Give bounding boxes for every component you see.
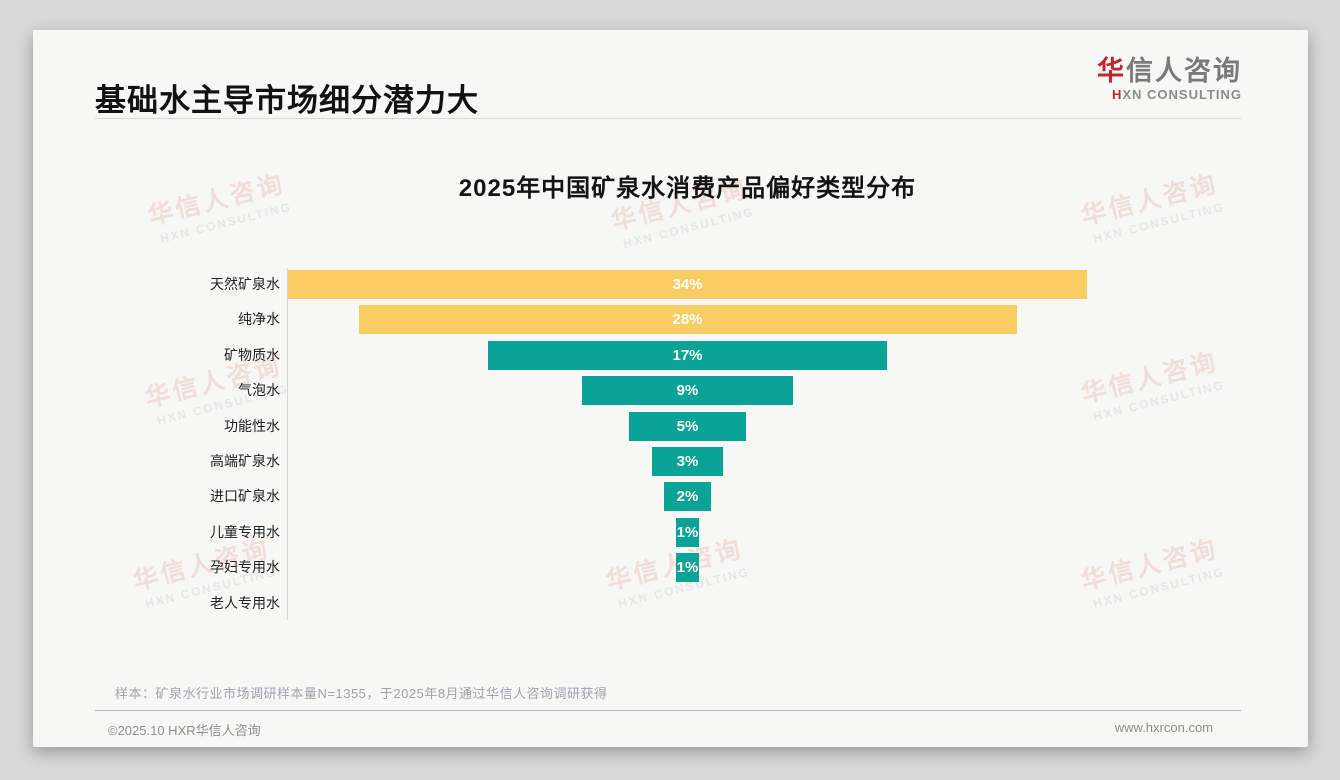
watermark-en: HXN CONSULTING [158, 199, 294, 246]
funnel-bar: 17% [487, 340, 888, 370]
watermark-zh: 华信人咨询 [1078, 534, 1222, 596]
bar-value-label: 1% [676, 559, 699, 577]
funnel-bar: 34% [288, 270, 1087, 299]
logo-zh-accent: 华 [1097, 56, 1126, 86]
bar-value-label: 2% [676, 488, 699, 506]
watermark: 华信人咨询 HXN CONSULTING [1077, 342, 1226, 426]
bar-value-label: 5% [676, 417, 699, 435]
logo-en-text: HXN CONSULTING [1097, 87, 1242, 102]
sample-footnote: 样本：矿泉水行业市场调研样本量N=1355，于2025年8月通过华信人咨询调研获… [115, 686, 608, 701]
bar-value-label: 1% [676, 523, 699, 541]
category-label: 儿童专用水 [210, 523, 280, 540]
watermark-en: HXN CONSULTING [1091, 564, 1227, 611]
copyright-text: ©2025.10 HXR华信人咨询 [108, 723, 261, 738]
bar-value-label: 3% [676, 453, 699, 470]
bar-value-label: 17% [672, 346, 703, 364]
category-label: 高端矿泉水 [210, 453, 280, 469]
funnel-bar: 5% [628, 411, 747, 441]
category-label: 矿物质水 [224, 346, 280, 363]
category-label: 老人专用水 [210, 594, 280, 611]
category-label: 功能性水 [224, 417, 280, 434]
chart-title: 2025年中国矿泉水消费产品偏好类型分布 [458, 175, 917, 202]
watermark-zh: 华信人咨询 [1078, 347, 1222, 409]
slide-card: 华信人咨询 HXN CONSULTING 华信人咨询 HXN CONSULTIN… [33, 30, 1308, 747]
category-label: 孕妇专用水 [210, 559, 280, 576]
logo-en-accent: H [1111, 87, 1123, 102]
website-url: www.hxrcon.com [1114, 720, 1213, 735]
bar-value-label: 9% [676, 382, 699, 400]
funnel-bar: 9% [581, 376, 794, 406]
watermark-en: HXN CONSULTING [1091, 377, 1227, 424]
funnel-bar: 28% [358, 305, 1017, 335]
watermark-zh: 华信人咨询 [603, 534, 747, 596]
watermark: 华信人咨询 HXN CONSULTING [1077, 529, 1226, 613]
category-label: 气泡水 [238, 382, 280, 399]
funnel-bar: 1% [675, 517, 700, 547]
watermark-en: HXN CONSULTING [621, 204, 757, 251]
chart-axis-line [287, 268, 288, 620]
funnel-bar: 2% [664, 482, 711, 512]
bar-value-label: 34% [672, 276, 703, 293]
funnel-bar: 3% [652, 447, 723, 476]
logo-zh-text: 华信人咨询 [1097, 55, 1242, 87]
bar-value-label: 28% [672, 311, 703, 329]
logo-en-rest: XN CONSULTING [1122, 87, 1242, 102]
watermark-en: HXN CONSULTING [1091, 199, 1227, 246]
category-label: 天然矿泉水 [210, 276, 280, 292]
company-logo: 华信人咨询 HXN CONSULTING [1097, 55, 1242, 102]
page-title: 基础水主导市场细分潜力大 [95, 83, 479, 118]
funnel-bar: 1% [675, 553, 700, 583]
logo-zh-rest: 信人咨询 [1126, 56, 1242, 86]
footer-divider [95, 710, 1241, 711]
category-label: 纯净水 [238, 311, 280, 328]
title-divider [95, 118, 1241, 119]
category-label: 进口矿泉水 [210, 488, 280, 505]
